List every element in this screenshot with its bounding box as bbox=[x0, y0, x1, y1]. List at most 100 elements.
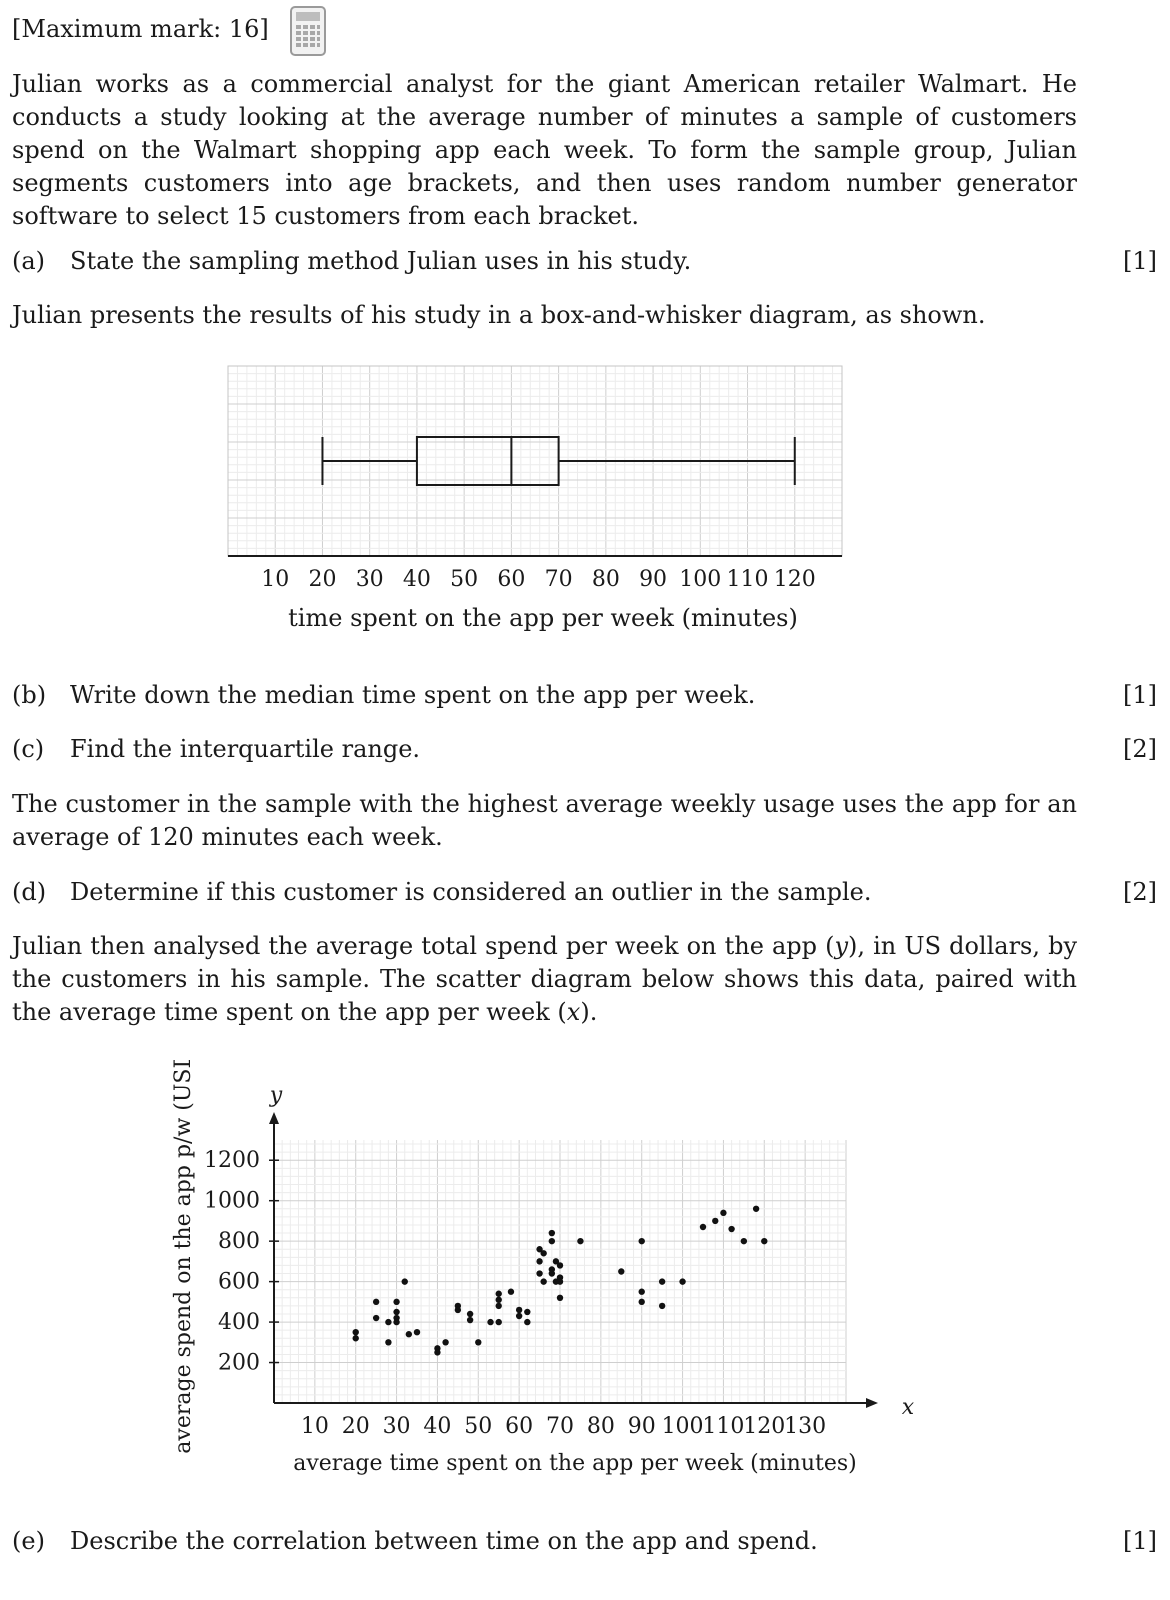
scatter-point bbox=[556, 1294, 564, 1301]
scatter-point bbox=[548, 1270, 556, 1277]
scatter-point bbox=[352, 1335, 359, 1342]
scatter-point bbox=[556, 1262, 564, 1269]
scatter-y-tick-label: 1200 bbox=[204, 1148, 260, 1173]
scatter-point bbox=[495, 1296, 502, 1304]
scatter-point bbox=[393, 1318, 400, 1326]
scatter-point bbox=[434, 1349, 441, 1356]
scatter-point bbox=[577, 1237, 584, 1245]
question-a-label: (a) bbox=[12, 247, 46, 275]
scatter-point bbox=[752, 1205, 760, 1212]
scatter-point bbox=[524, 1308, 531, 1316]
scatter-y-symbol: y bbox=[269, 1083, 283, 1108]
question-b: (b) Write down the median time spent on … bbox=[12, 678, 1157, 712]
scatter-point bbox=[405, 1331, 413, 1338]
scatter-point bbox=[454, 1306, 462, 1314]
box-plot-tick-label: 40 bbox=[403, 567, 431, 592]
scatter-intro-part-3: ). bbox=[580, 998, 598, 1026]
scatter-point bbox=[712, 1217, 719, 1225]
box-plot-tick-label: 100 bbox=[679, 567, 721, 592]
scatter-intro-part-1: Julian then analysed the average total s… bbox=[12, 932, 835, 960]
scatter-point bbox=[728, 1225, 735, 1233]
question-e-text: Describe the correlation between time on… bbox=[70, 1527, 818, 1555]
scatter-point bbox=[658, 1278, 666, 1285]
scatter-x-tick-label: 10 bbox=[301, 1414, 329, 1439]
scatter-point bbox=[495, 1302, 502, 1310]
scatter-x-label: average time spent on the app per week (… bbox=[293, 1451, 857, 1476]
scatter-x-tick-label: 30 bbox=[383, 1414, 411, 1439]
scatter-intro-y: y bbox=[834, 932, 849, 960]
scatter-point bbox=[761, 1237, 768, 1245]
box-plot-tick-label: 30 bbox=[356, 567, 384, 592]
scatter-point bbox=[536, 1246, 543, 1253]
scatter-point bbox=[495, 1290, 502, 1297]
box-plot-tick-label: 10 bbox=[261, 567, 289, 592]
box-plot-tick-label: 70 bbox=[545, 567, 573, 592]
question-e-label: (e) bbox=[12, 1527, 45, 1555]
scatter-point bbox=[638, 1237, 645, 1245]
calculator-icon bbox=[290, 6, 326, 60]
question-d-label: (d) bbox=[12, 878, 47, 906]
question-c: (c) Find the interquartile range. [2] bbox=[12, 732, 1157, 766]
question-d-mark: [2] bbox=[1123, 878, 1157, 906]
scatter-point bbox=[413, 1328, 421, 1336]
box-plot-tick-label: 90 bbox=[639, 567, 667, 592]
scatter-point bbox=[548, 1229, 556, 1237]
scatter-x-tick-label: 60 bbox=[505, 1414, 533, 1439]
scatter-point bbox=[352, 1328, 359, 1336]
box-plot-grid bbox=[227, 365, 843, 557]
scatter-x-tick-label: 110 bbox=[702, 1414, 744, 1439]
scatter-point bbox=[638, 1298, 645, 1306]
scatter-point bbox=[466, 1310, 474, 1318]
scatter-point bbox=[658, 1302, 666, 1310]
box-plot-tick-label: 120 bbox=[774, 567, 816, 592]
question-b-label: (b) bbox=[12, 681, 47, 709]
scatter-y-label: average spend on the app p/w (USD) bbox=[171, 1060, 196, 1454]
scatter-point bbox=[699, 1223, 707, 1231]
scatter-x-tick-label: 90 bbox=[628, 1414, 656, 1439]
scatter-y-axis-arrow bbox=[269, 1112, 279, 1124]
scatter-x-tick-label: 50 bbox=[464, 1414, 492, 1439]
scatter-point bbox=[372, 1298, 380, 1306]
scatter-point bbox=[740, 1237, 748, 1245]
scatter-point bbox=[552, 1258, 560, 1265]
scatter-point bbox=[401, 1278, 408, 1285]
question-a: (a) State the sampling method Julian use… bbox=[12, 244, 1157, 278]
scatter-x-tick-label: 70 bbox=[546, 1414, 574, 1439]
scatter-point bbox=[495, 1318, 502, 1326]
box-intro: Julian presents the results of his study… bbox=[12, 301, 986, 329]
box-plot-tick-label: 20 bbox=[308, 567, 336, 592]
box-plot-tick-label: 80 bbox=[592, 567, 620, 592]
scatter-x-tick-label: 40 bbox=[423, 1414, 451, 1439]
scatter-y-tick-label: 1000 bbox=[204, 1189, 260, 1214]
question-b-text: Write down the median time spent on the … bbox=[70, 681, 756, 709]
scatter-point bbox=[540, 1278, 547, 1285]
scatter-grid bbox=[273, 1140, 847, 1404]
question-c-mark: [2] bbox=[1123, 735, 1157, 763]
scatter-point bbox=[385, 1318, 392, 1326]
question-d: (d) Determine if this customer is consid… bbox=[12, 875, 1157, 909]
scatter-point bbox=[466, 1316, 474, 1324]
scatter-point bbox=[536, 1270, 543, 1277]
scatter-point bbox=[638, 1288, 645, 1295]
scatter-x-symbol: x bbox=[902, 1395, 915, 1420]
question-d-text: Determine if this customer is considered… bbox=[70, 878, 872, 906]
scatter-point bbox=[487, 1318, 494, 1326]
question-c-text: Find the interquartile range. bbox=[70, 735, 421, 763]
question-e-mark: [1] bbox=[1123, 1527, 1157, 1555]
scatter-y-tick-label: 400 bbox=[218, 1310, 260, 1335]
scatter-point bbox=[507, 1288, 515, 1295]
question-b-mark: [1] bbox=[1123, 681, 1157, 709]
box-plot-tick-label: 110 bbox=[727, 567, 769, 592]
question-a-text: State the sampling method Julian uses in… bbox=[70, 247, 692, 275]
scatter-point bbox=[475, 1339, 482, 1346]
box-plot-chart: 10 20 30 40 50 60 70 80 90 100 110 120 time spent o… bbox=[227, 365, 843, 632]
scatter-point bbox=[442, 1339, 449, 1346]
scatter-point bbox=[524, 1318, 531, 1326]
scatter-point bbox=[385, 1339, 392, 1346]
scatter-x-tick-label: 100 bbox=[662, 1414, 704, 1439]
scatter-intro: Julian then analysed the average total s… bbox=[12, 930, 1077, 1029]
box-plot-x-label: time spent on the app per week (minutes) bbox=[288, 604, 798, 632]
max-mark: [Maximum mark: 16] bbox=[12, 15, 269, 43]
scatter-point bbox=[556, 1278, 564, 1285]
scatter-point bbox=[393, 1298, 400, 1306]
